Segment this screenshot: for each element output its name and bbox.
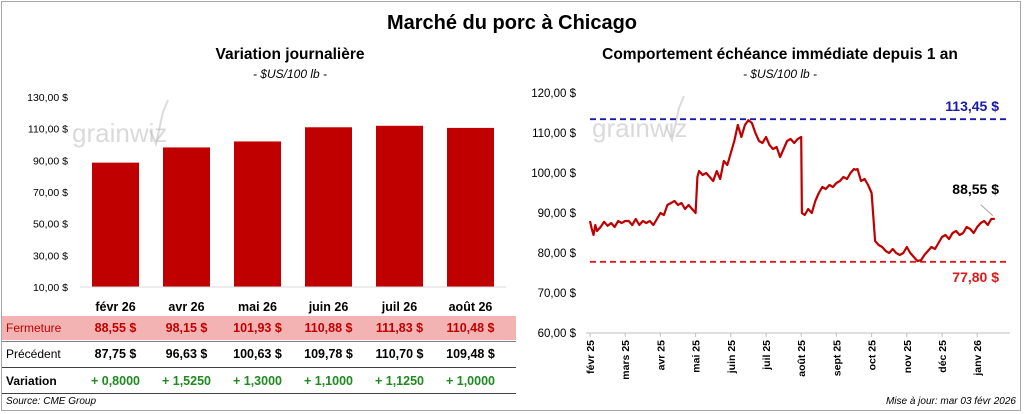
bar <box>376 125 423 287</box>
watermark-logo: grainwiz <box>592 95 687 144</box>
bar <box>92 162 139 287</box>
x-tick-label: juil 26 <box>381 300 417 314</box>
y-tick-label: 90,00 $ <box>538 208 577 220</box>
bar-chart: grainwiz 10,00 $ 30,00 $ 50,00 $ 70,00 $ 90,… <box>27 92 506 314</box>
x-tick-label: avr 25 <box>655 340 667 371</box>
table-row-fermeture: Fermeture 88,55 $ 98,15 $ 101,93 $ 110,88 $… <box>2 316 516 340</box>
x-tick-label: août 26 <box>449 300 493 314</box>
last-value-leader <box>980 204 994 217</box>
table-cell: + 1,3000 <box>232 374 282 388</box>
x-tick-label: févr 26 <box>95 300 135 314</box>
table-divider <box>2 341 516 342</box>
y-tick-label: 90,00 $ <box>33 155 68 167</box>
bar-y-axis: 10,00 $ 30,00 $ 50,00 $ 70,00 $ 90,00 $ 110,0… <box>27 92 68 294</box>
x-tick-label: juin 26 <box>308 300 349 314</box>
bar <box>234 141 281 287</box>
y-tick-label: 70,00 $ <box>33 187 68 199</box>
table-cell: 110,88 $ <box>304 321 353 335</box>
y-tick-label: 30,00 $ <box>33 250 68 262</box>
table-cell: 100,63 $ <box>233 347 282 361</box>
line-y-axis: 60,00 $ 70,00 $ 80,00 $ 90,00 $ 100,00 $ 110,… <box>531 88 576 340</box>
bar-x-axis: févr 26 avr 26 mai 26 juin 26 juil 26 août 26 <box>80 286 506 314</box>
page-title: Marché du porc à Chicago <box>386 12 638 34</box>
x-tick-label: juil 25 <box>761 340 773 371</box>
table-cell: 111,83 $ <box>375 321 424 335</box>
table-cell: 109,48 $ <box>446 347 495 361</box>
bar-chart-subtitle: - $US/100 lb - <box>252 67 328 81</box>
line-series: 88,55 $ <box>588 119 999 263</box>
x-tick-label: déc 25 <box>937 340 949 373</box>
table-cell: + 1,0000 <box>445 374 495 388</box>
footer-source: Source: CME Group <box>6 396 97 407</box>
x-tick-label: juin 25 <box>726 340 738 374</box>
min-label: 77,80 $ <box>952 269 999 285</box>
y-tick-label: 50,00 $ <box>33 219 68 231</box>
y-tick-label: 80,00 $ <box>538 248 577 260</box>
y-tick-label: 100,00 $ <box>531 168 576 180</box>
table-cell: 110,70 $ <box>375 347 424 361</box>
footer-update: Mise à jour: mar 03 févr 2026 <box>885 396 1016 407</box>
line-x-axis: févr 25 mars 25 avr 25 mai 25 juin 25 juil 25… <box>585 332 1010 380</box>
price-line <box>588 119 995 263</box>
last-value-label: 88,55 $ <box>952 181 999 197</box>
x-tick-label: mars 25 <box>620 340 632 380</box>
y-tick-label: 110,00 $ <box>28 124 68 136</box>
x-tick-label: nov 25 <box>902 340 914 373</box>
bar-chart-title: Variation journalière <box>215 46 365 63</box>
table-cell: + 1,1000 <box>303 374 353 388</box>
table-cell: + 0,8000 <box>90 374 140 388</box>
table-cell: 96,63 $ <box>165 347 208 361</box>
x-tick-label: sept 25 <box>831 340 843 376</box>
table-cell: + 1,1250 <box>374 374 424 388</box>
y-tick-label: 110,00 $ <box>532 128 577 140</box>
line-chart-title: Comportement échéance immédiate depuis 1… <box>602 46 958 63</box>
row-label: Fermeture <box>6 321 62 335</box>
y-tick-label: 70,00 $ <box>538 288 577 300</box>
y-tick-label: 60,00 $ <box>538 328 577 340</box>
table-cell: 87,75 $ <box>94 347 137 361</box>
x-tick-label: avr 26 <box>168 300 204 314</box>
y-tick-label: 120,00 $ <box>531 88 576 100</box>
table-cell: 101,93 $ <box>233 321 282 335</box>
table-cell: 110,48 $ <box>446 321 495 335</box>
row-label: Variation <box>6 374 57 388</box>
x-tick-label: oct 25 <box>867 340 879 371</box>
x-tick-label: mai 26 <box>238 300 277 314</box>
table-divider <box>2 393 516 394</box>
bar-series <box>92 125 494 287</box>
table-cell: 88,55 $ <box>94 321 137 335</box>
y-tick-label: 10,00 $ <box>33 282 68 294</box>
watermark-logo: grainwiz <box>72 99 169 148</box>
row-label: Précédent <box>6 347 61 361</box>
bar <box>305 127 352 287</box>
table-cell: 109,78 $ <box>304 347 353 361</box>
x-tick-label: mai 25 <box>691 340 703 373</box>
table-row-precedent: Précédent 87,75 $ 96,63 $ 100,63 $ 109,78 $… <box>2 342 516 366</box>
y-tick-label: 130,00 $ <box>27 92 68 104</box>
table-cell: 98,15 $ <box>165 321 208 335</box>
table-divider <box>2 367 516 368</box>
table-cell: + 1,5250 <box>161 374 211 388</box>
max-label: 113,45 $ <box>945 98 999 114</box>
table-row-variation: Variation + 0,8000 + 1,5250 + 1,3000 + 1,10… <box>2 369 516 393</box>
x-tick-label: janv 26 <box>972 340 984 377</box>
bar <box>447 127 494 287</box>
bar <box>163 147 210 287</box>
x-tick-label: août 25 <box>796 340 808 377</box>
line-chart-subtitle: - $US/100 lb - <box>742 67 818 81</box>
reference-lines: 113,45 $ 77,80 $ <box>590 98 1008 285</box>
x-tick-label: févr 25 <box>585 340 597 374</box>
